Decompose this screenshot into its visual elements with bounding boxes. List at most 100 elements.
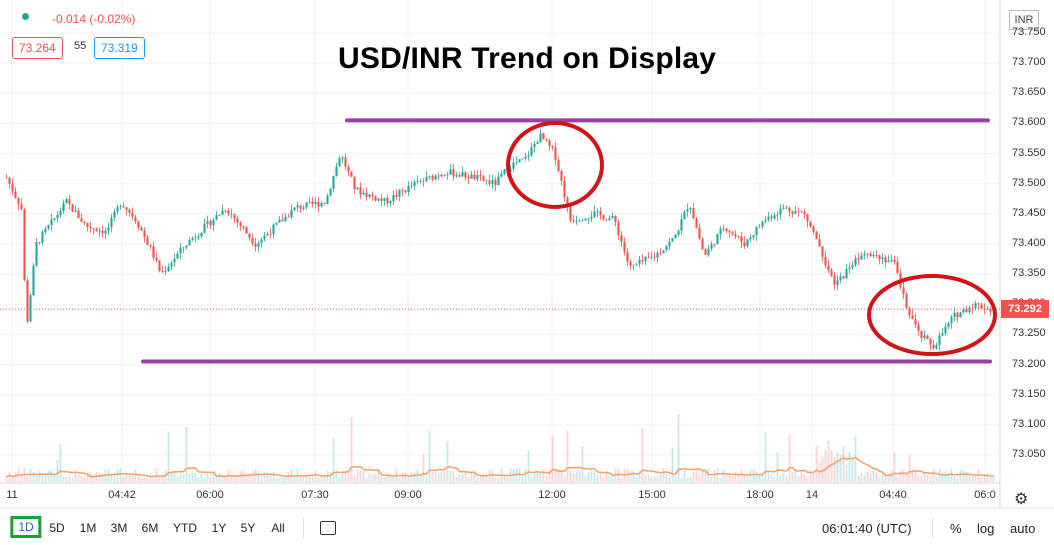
candle-body xyxy=(80,218,83,222)
volume-bar xyxy=(470,471,473,482)
volume-bar xyxy=(644,475,647,482)
currency-label[interactable]: INR xyxy=(1009,10,1039,30)
volume-bar xyxy=(797,476,800,482)
candle-body xyxy=(803,212,806,215)
candle-body xyxy=(188,239,191,246)
candle-body xyxy=(701,238,704,250)
volume-bar xyxy=(668,476,671,482)
utc-clock[interactable]: 06:01:40 (UTC) xyxy=(822,521,912,536)
volume-bar xyxy=(677,414,680,482)
volume-bar xyxy=(287,472,290,482)
volume-bar xyxy=(284,475,287,482)
volume-bar xyxy=(11,477,14,482)
volume-bar xyxy=(905,473,908,482)
volume-bar xyxy=(881,472,884,482)
candle-body xyxy=(842,276,845,279)
volume-bar xyxy=(341,470,344,482)
timeframe-button-5d[interactable]: 5D xyxy=(49,521,65,535)
candle-body xyxy=(266,233,269,236)
toolbar-divider-right xyxy=(932,518,933,538)
volume-bar xyxy=(665,473,668,482)
volume-bar xyxy=(380,475,383,482)
candle-body xyxy=(317,202,320,207)
candle-body xyxy=(89,226,92,229)
timeframe-button-3m[interactable]: 3M xyxy=(110,521,128,535)
percent-scale-button[interactable]: % xyxy=(950,521,962,536)
volume-bar xyxy=(389,473,392,482)
volume-bar xyxy=(422,454,425,482)
volume-bar xyxy=(26,476,29,482)
candle-body xyxy=(359,187,362,195)
volume-bar xyxy=(659,474,662,482)
candle-body xyxy=(377,198,380,201)
volume-bar xyxy=(680,477,683,482)
timeframe-button-ytd[interactable]: YTD xyxy=(173,521,197,535)
volume-bar xyxy=(239,471,242,482)
volume-bar xyxy=(758,475,761,482)
timeframe-button-6m[interactable]: 6M xyxy=(141,521,159,535)
y-tick-label: 73.550 xyxy=(1012,146,1046,159)
candle-body xyxy=(536,142,539,144)
timeframe-button-1d[interactable]: 1D xyxy=(10,516,42,538)
volume-bar xyxy=(611,473,614,482)
volume-bar xyxy=(635,476,638,482)
volume-bar xyxy=(575,470,578,482)
low-circle-annotation xyxy=(867,274,997,356)
candle-body xyxy=(488,180,491,184)
candle-body xyxy=(281,219,284,222)
timeframe-button-1y[interactable]: 1Y xyxy=(211,521,227,535)
volume-bar xyxy=(947,472,950,482)
volume-bar xyxy=(266,472,269,482)
candle-body xyxy=(74,210,77,212)
y-tick-label: 73.700 xyxy=(1012,56,1046,69)
x-tick-label: 09:00 xyxy=(394,489,422,501)
volume-bar xyxy=(785,476,788,482)
volume-bar xyxy=(821,457,824,482)
current-price-value: 73.292 xyxy=(1008,303,1042,316)
volume-bar xyxy=(335,468,338,482)
candle-body xyxy=(404,190,407,193)
candle-body xyxy=(197,236,200,238)
volume-bar xyxy=(263,471,266,482)
bid-price[interactable]: 73.264 xyxy=(12,37,63,59)
x-tick-label: 15:00 xyxy=(638,489,666,501)
candle-body xyxy=(974,303,977,308)
candle-body xyxy=(353,176,356,190)
volume-bar xyxy=(113,474,116,482)
volume-bar xyxy=(329,472,332,482)
volume-bar xyxy=(779,475,782,482)
timeframe-button-all[interactable]: All xyxy=(271,521,285,535)
candle-body xyxy=(41,232,44,243)
candle-body xyxy=(752,235,755,238)
volume-bar xyxy=(224,476,227,482)
y-tick-label: 73.050 xyxy=(1012,448,1046,460)
candle-body xyxy=(587,218,590,220)
candle-body xyxy=(329,188,332,196)
candle-body xyxy=(710,243,713,249)
timeframe-button-5y[interactable]: 5Y xyxy=(240,521,256,535)
volume-bar xyxy=(857,475,860,482)
volume-bar xyxy=(497,477,500,482)
settings-gear-icon[interactable]: ⚙ xyxy=(1014,491,1029,508)
volume-bar xyxy=(77,474,80,482)
volume-bar xyxy=(752,468,755,482)
candle-body xyxy=(959,312,962,318)
volume-bar xyxy=(122,475,125,482)
ask-price[interactable]: 73.319 xyxy=(94,37,145,59)
timeframe-button-1m[interactable]: 1M xyxy=(79,521,97,535)
calendar-range-icon[interactable] xyxy=(320,521,336,535)
volume-bar xyxy=(200,473,203,482)
candle-body xyxy=(464,172,467,178)
volume-bar xyxy=(686,477,689,482)
volume-bar xyxy=(176,476,179,482)
candle-body xyxy=(911,315,914,320)
log-scale-button[interactable]: log xyxy=(977,521,995,536)
candle-body xyxy=(644,256,647,262)
candle-body xyxy=(29,295,32,322)
auto-scale-button[interactable]: auto xyxy=(1010,521,1036,536)
volume-bar xyxy=(836,451,839,482)
y-tick-label: 73.250 xyxy=(1012,327,1046,340)
y-tick-label: 73.500 xyxy=(1012,176,1046,189)
candle-body xyxy=(440,174,443,177)
